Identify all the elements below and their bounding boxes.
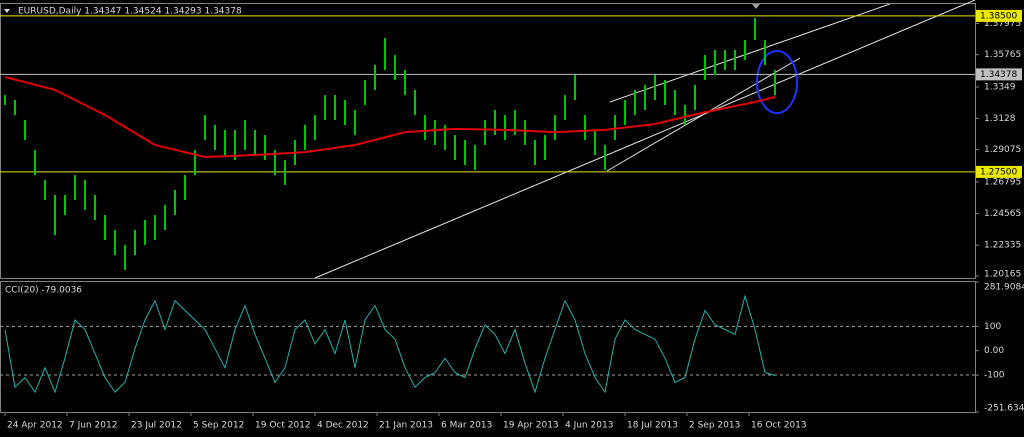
- x-tick-label: 21 Jan 2013: [379, 421, 433, 431]
- plots: 1.37975 1.35765 1.3349 1.3128 1.29075 1.26795…: [0, 9, 1024, 431]
- y-tick-label: 1.26795: [984, 177, 1021, 187]
- trend-line: [314, 0, 976, 279]
- price-level-box: [976, 9, 1022, 22]
- x-tick-label: 4 Jun 2013: [565, 421, 613, 431]
- x-tick-label: 24 Apr 2012: [7, 421, 63, 431]
- x-tick-label: 6 Mar 2013: [441, 421, 492, 431]
- y-tick-label: 1.3128: [984, 114, 1016, 124]
- chart-title: EURUSD,Daily 1.34347 1.34524 1.34293 1.3…: [18, 7, 242, 17]
- price-level-label: 1.27500: [980, 167, 1017, 177]
- price-panel-frame: [0, 3, 976, 279]
- x-tick-label: 2 Sep 2013: [689, 421, 740, 431]
- y-tick-label: 1.35765: [984, 50, 1021, 60]
- x-tick-label: 18 Jul 2013: [627, 421, 678, 431]
- drawings: [314, 0, 976, 279]
- y-tick-label: 1.24565: [984, 209, 1021, 219]
- moving-average: [4, 76, 776, 159]
- y-tick-label: 1.29075: [984, 145, 1021, 155]
- x-tick-label: 16 Oct 2013: [751, 421, 807, 431]
- menu-arrow[interactable]: [4, 9, 10, 13]
- x-tick-label: 23 Jul 2012: [131, 421, 182, 431]
- x-tick-label: 19 Apr 2013: [503, 421, 559, 431]
- indicator-title: CCI(20) -79.0036: [5, 286, 82, 296]
- x-tick-label: 19 Oct 2012: [255, 421, 311, 431]
- y-tick-label: 1.22335: [984, 241, 1021, 251]
- shift-marker: [752, 4, 760, 9]
- highlight-ellipse: [756, 50, 798, 114]
- x-tick-label: 4 Dec 2012: [317, 421, 369, 431]
- cci-line: [4, 294, 776, 394]
- y-tick-label: 1.3349: [984, 82, 1016, 92]
- price-level-label: 1.38500: [980, 11, 1017, 21]
- price-level-box: [976, 68, 1022, 81]
- cci-panel-frame: [0, 281, 976, 413]
- y-tick-label: 281.9084: [984, 283, 1024, 293]
- y-tick-label: 100: [984, 322, 1001, 332]
- y-tick-label: 1.37975: [984, 19, 1021, 29]
- x-tick-label: 5 Sep 2012: [193, 421, 244, 431]
- x-tick-label: 7 Jun 2012: [69, 421, 117, 431]
- y-tick-label: -100: [984, 371, 1005, 381]
- channel-lower: [606, 57, 801, 172]
- y-tick-label: -251.6349: [984, 404, 1024, 414]
- price-level-label: 1.34378: [980, 70, 1017, 80]
- channel-upper: [609, 3, 891, 103]
- y-tick-label: 0.00: [984, 346, 1004, 356]
- price-level-box: [976, 165, 1022, 178]
- y-tick-label: 1.20165: [984, 270, 1021, 280]
